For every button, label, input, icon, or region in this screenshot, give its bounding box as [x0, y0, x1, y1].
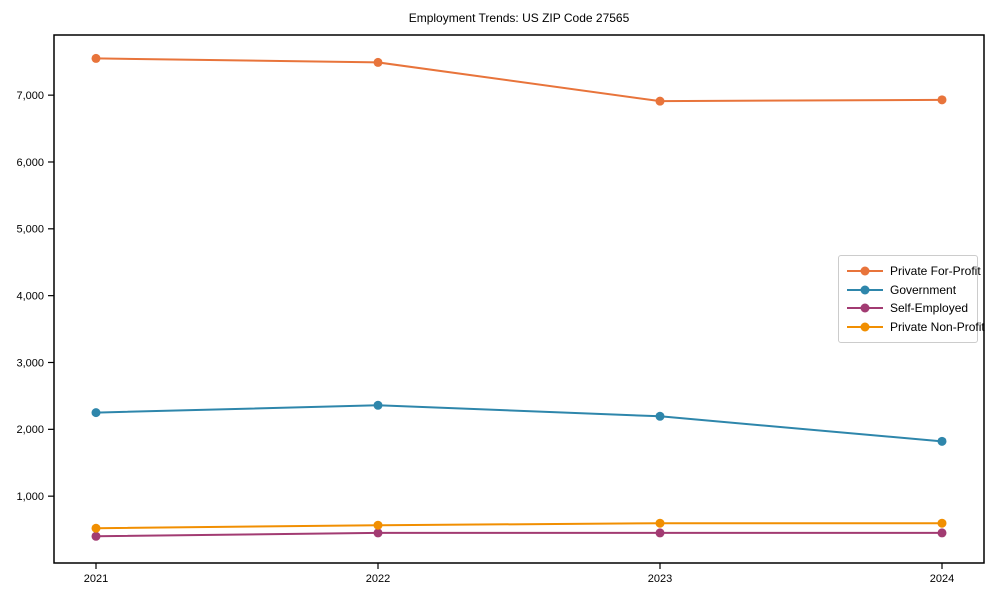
data-point-private-non-profit	[937, 518, 947, 528]
x-tick-label: 2024	[930, 573, 954, 585]
data-point-private-non-profit	[91, 523, 101, 533]
y-tick-label: 3,000	[16, 357, 44, 369]
y-tick-label: 4,000	[16, 291, 44, 303]
x-tick-label: 2021	[84, 573, 108, 585]
legend-label: Private Non-Profit	[890, 319, 985, 334]
series-line-private-non-profit	[95, 522, 942, 530]
y-tick-label: 5,000	[16, 224, 44, 236]
x-tick-label: 2023	[648, 573, 672, 585]
legend-item: Self-Employed	[847, 299, 969, 317]
axes-frame	[53, 34, 985, 564]
legend-label: Self-Employed	[890, 301, 969, 316]
data-point-self-employed	[937, 528, 947, 538]
legend-marker-icon	[847, 266, 883, 276]
data-point-private-for-profit	[91, 53, 101, 63]
x-tick-label: 2022	[366, 573, 390, 585]
series-line-self-employed	[95, 531, 942, 538]
legend-marker-icon	[847, 322, 883, 332]
legend-label: Government	[890, 282, 957, 297]
legend: Private For-Profit Government Self-Employe…	[838, 255, 985, 343]
data-point-private-for-profit	[937, 95, 947, 105]
y-tick-label: 2,000	[16, 424, 44, 436]
data-point-self-employed	[373, 528, 383, 538]
legend-item: Government	[847, 281, 969, 299]
legend-marker-icon	[847, 303, 883, 313]
y-tick-label: 6,000	[16, 157, 44, 169]
series-line-private-for-profit	[95, 57, 943, 103]
legend-item: Private For-Profit	[847, 262, 981, 280]
data-point-private-non-profit	[655, 518, 665, 528]
data-point-self-employed	[91, 531, 101, 541]
legend-label: Private For-Profit	[890, 264, 981, 279]
data-point-private-non-profit	[373, 520, 383, 530]
data-point-government	[373, 400, 383, 410]
chart-title: Employment Trends: US ZIP Code 27565	[408, 11, 630, 25]
legend-item: Private Non-Profit	[847, 318, 985, 336]
data-point-self-employed	[655, 528, 665, 538]
data-point-private-for-profit	[373, 57, 383, 67]
y-tick-label: 1,000	[16, 491, 44, 503]
y-tick-label: 7,000	[16, 90, 44, 102]
data-point-government	[91, 408, 101, 418]
legend-marker-icon	[847, 285, 883, 295]
data-point-government	[655, 411, 665, 421]
data-point-government	[937, 436, 947, 446]
data-point-private-for-profit	[655, 96, 665, 106]
series-line-government	[95, 404, 943, 443]
